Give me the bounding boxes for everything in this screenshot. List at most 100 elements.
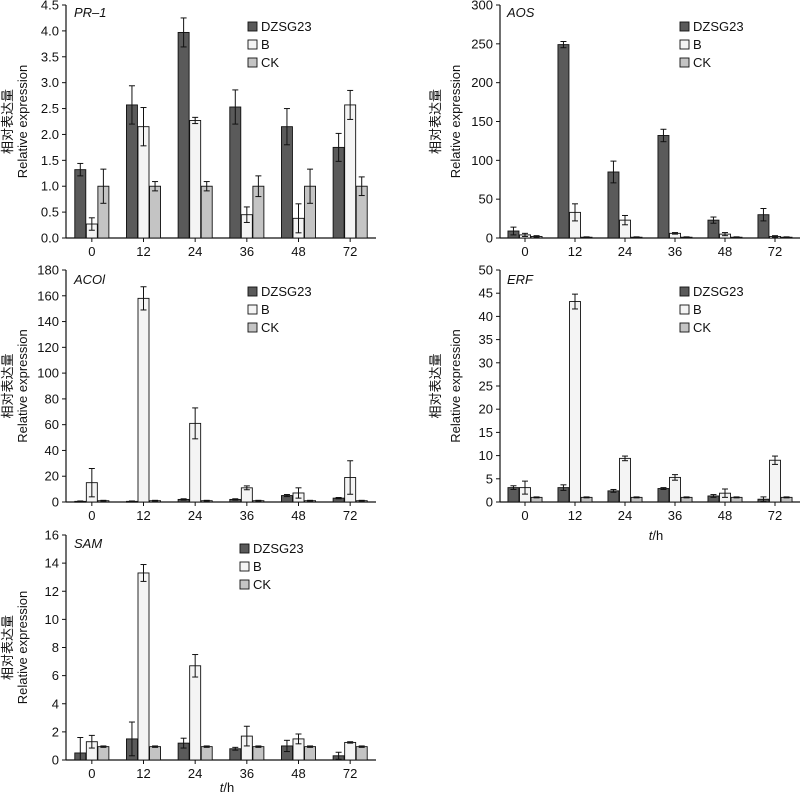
bar-dzsg23-0: [74, 169, 87, 239]
y-tick-label: 25: [479, 379, 493, 394]
y-tick-label: 80: [45, 391, 59, 406]
x-axis-label: t/h: [220, 780, 234, 795]
legend-label-dzsg23: DZSG23: [693, 19, 744, 34]
legend-label-dzsg23: DZSG23: [261, 19, 312, 34]
bar-b-24: [619, 457, 631, 503]
y-axis-label-cn: 相对表达量: [0, 89, 15, 154]
legend-label-b: B: [693, 302, 702, 317]
legend-label-ck: CK: [693, 320, 711, 335]
y-tick-label: 150: [471, 114, 493, 129]
y-tick-label: 0.5: [41, 205, 59, 220]
x-tick-label: 12: [136, 766, 150, 781]
y-tick-label: 4: [52, 696, 59, 711]
y-axis-label-en: Relative expression: [15, 65, 30, 178]
bar-dzsg23-24: [177, 31, 190, 239]
x-tick-label: 36: [240, 766, 254, 781]
x-tick-label: 72: [343, 508, 357, 523]
chart-erf: 0 5 10 15 20 25 30 35 40 45 50 0 12 24 36 48 72 ERF DZSG23…: [428, 263, 800, 543]
y-axis-label-en: Relative expression: [448, 329, 463, 442]
x-tick-label: 12: [136, 244, 150, 259]
legend-label-dzsg23: DZSG23: [693, 284, 744, 299]
y-tick-label: 140: [37, 314, 59, 329]
legend-swatch-b: [679, 304, 690, 315]
y-axis-label-cn: 相对表达量: [428, 353, 443, 418]
y-axis-label-en: Relative expression: [448, 65, 463, 178]
x-tick-label: 0: [521, 244, 528, 259]
y-axis-label-en: Relative expression: [15, 329, 30, 442]
y-tick-label: 0.0: [41, 231, 59, 246]
x-tick-label: 36: [668, 508, 682, 523]
legend-swatch-b: [247, 304, 258, 315]
y-axis-label-cn: 相对表达量: [0, 615, 15, 680]
legend-swatch-dzsg23: [679, 286, 690, 297]
legend-swatch-b: [247, 39, 258, 50]
bar-b-12: [137, 572, 150, 761]
x-tick-label: 12: [568, 508, 582, 523]
bar-b-24: [189, 120, 202, 239]
y-tick-label: 10: [479, 448, 493, 463]
chart-acol: 0 20 40 60 80 100 120 140 160 180 0 12 24 36 48 72 ACOl D…: [0, 263, 376, 523]
gene-name: PR–1: [74, 5, 107, 20]
bar-ck-12: [149, 185, 162, 239]
y-tick-label: 0: [486, 495, 493, 510]
y-tick-label: 50: [479, 263, 493, 278]
x-tick-label: 24: [618, 244, 632, 259]
x-tick-label: 48: [718, 508, 732, 523]
bar-ck-36: [252, 746, 265, 761]
legend-label-dzsg23: DZSG23: [253, 541, 304, 556]
bar-b-72: [344, 104, 357, 239]
x-tick-label: 12: [136, 508, 150, 523]
legend-label-ck: CK: [693, 55, 711, 70]
y-tick-label: 35: [479, 332, 493, 347]
legend-label-b: B: [261, 37, 270, 52]
x-tick-label: 72: [343, 244, 357, 259]
y-tick-label: 20: [479, 402, 493, 417]
y-tick-label: 3.5: [41, 49, 59, 64]
gene-name: SAM: [74, 536, 102, 551]
y-axis-label-cn: 相对表达量: [0, 353, 15, 418]
x-tick-label: 0: [521, 508, 528, 523]
x-tick-label: 48: [291, 508, 305, 523]
x-tick-label: 12: [568, 244, 582, 259]
bar-b-36: [669, 476, 681, 503]
x-tick-label: 24: [188, 508, 202, 523]
bar-ck-12: [149, 746, 162, 761]
y-tick-label: 15: [479, 425, 493, 440]
legend-label-ck: CK: [261, 55, 279, 70]
legend-label-dzsg23: DZSG23: [261, 284, 312, 299]
legend-label-b: B: [253, 559, 262, 574]
x-tick-label: 24: [188, 766, 202, 781]
y-tick-label: 5: [486, 471, 493, 486]
y-tick-label: 3.0: [41, 75, 59, 90]
x-tick-label: 36: [668, 244, 682, 259]
bar-b-24: [189, 665, 202, 761]
legend-swatch-ck: [247, 57, 258, 68]
x-tick-label: 72: [343, 766, 357, 781]
y-tick-label: 2: [52, 724, 59, 739]
x-tick-label: 72: [768, 244, 782, 259]
bar-ck-24: [200, 185, 213, 239]
legend-label-ck: CK: [261, 320, 279, 335]
y-tick-label: 160: [37, 288, 59, 303]
y-tick-label: 40: [479, 309, 493, 324]
legend-swatch-b: [679, 39, 690, 50]
y-tick-label: 50: [479, 192, 493, 207]
x-tick-label: 48: [291, 766, 305, 781]
y-tick-label: 0: [52, 495, 59, 510]
y-tick-label: 2.0: [41, 127, 59, 142]
gene-name: AOS: [506, 5, 535, 20]
bar-dzsg23-36: [229, 106, 242, 239]
legend-label-ck: CK: [253, 577, 271, 592]
legend-swatch-ck: [679, 57, 690, 68]
bar-dzsg23-36: [657, 488, 670, 503]
bar-ck-24: [200, 746, 213, 761]
y-tick-label: 0: [486, 231, 493, 246]
x-tick-label: 48: [718, 244, 732, 259]
bar-dzsg23-12: [125, 104, 138, 239]
y-tick-label: 180: [37, 263, 59, 278]
bar-b-12: [569, 301, 581, 503]
bar-b-12: [137, 297, 150, 503]
y-axis-label-cn: 相对表达量: [428, 89, 443, 154]
x-tick-label: 36: [240, 244, 254, 259]
